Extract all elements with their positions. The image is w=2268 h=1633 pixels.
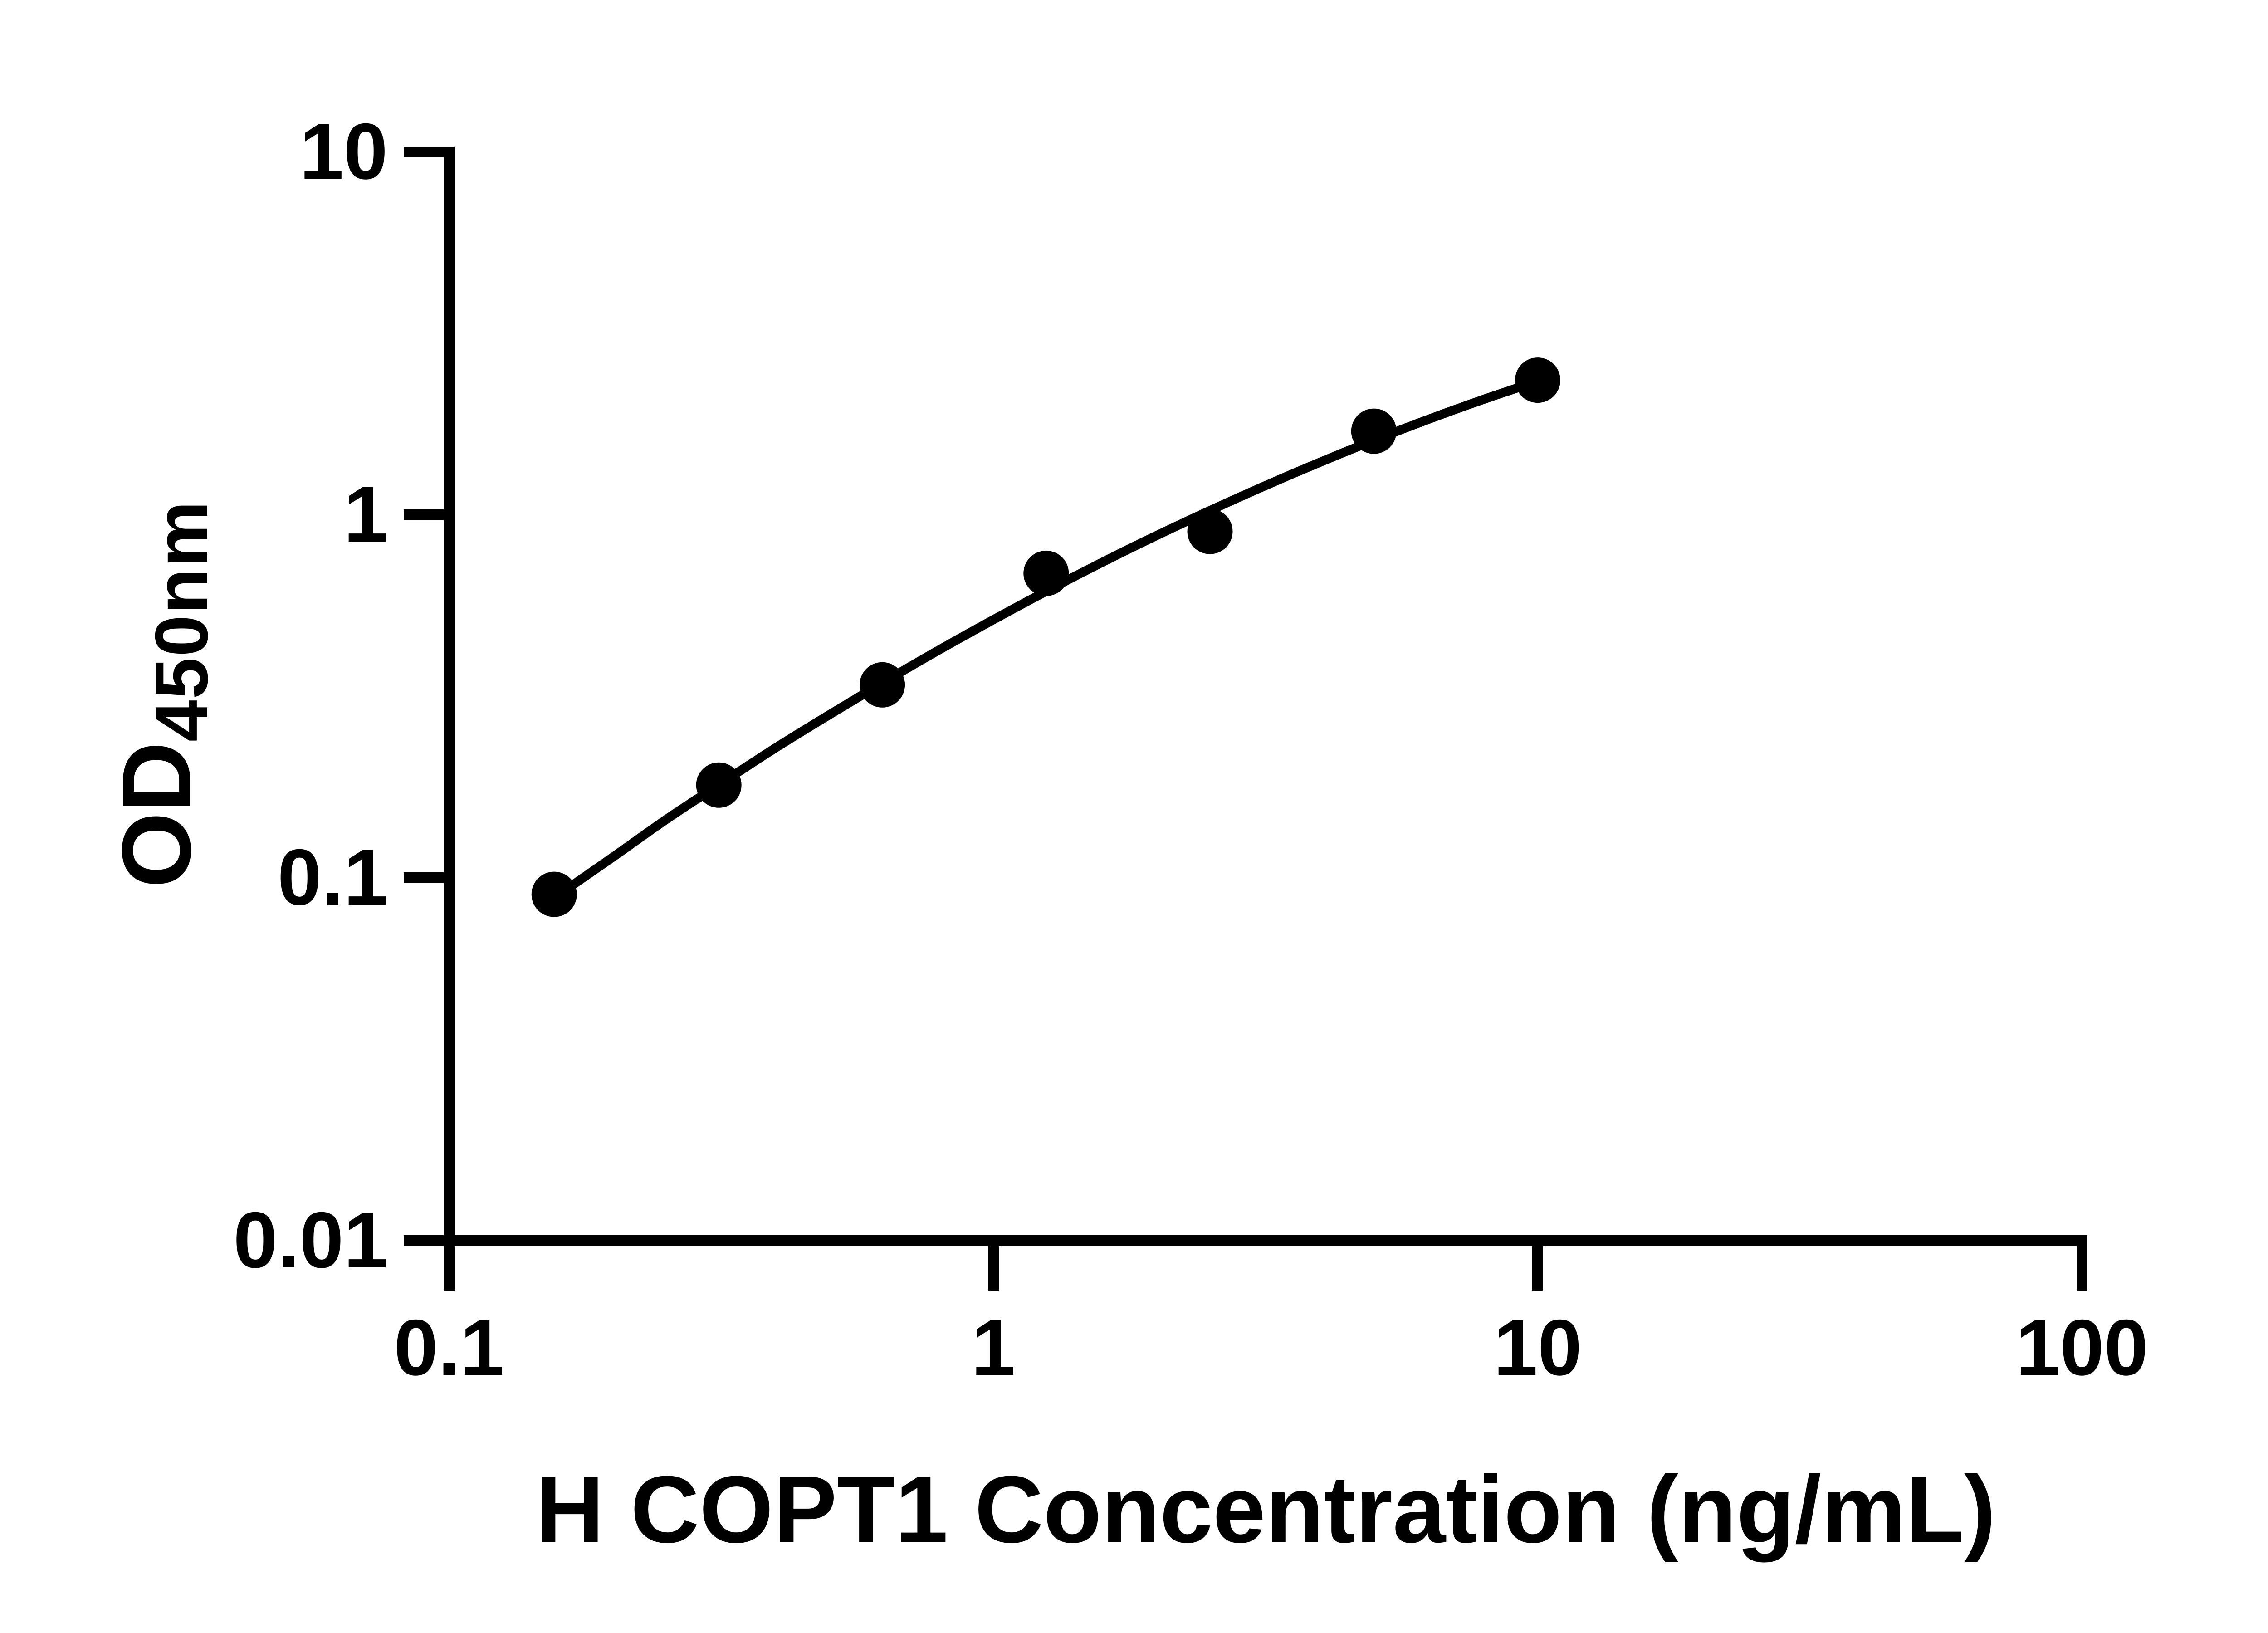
data-point-4 — [1023, 550, 1069, 596]
y-tick-label-0.1: 0.1 — [277, 833, 388, 922]
y-tick-label-0.01: 0.01 — [233, 1196, 388, 1285]
x-tick-label-0.1: 0.1 — [394, 1304, 504, 1392]
x-axis-title: H COPT1 Concentration (ng/mL) — [535, 1456, 1996, 1563]
x-tick-label-10: 10 — [1493, 1304, 1582, 1392]
y-axis-title-main: OD — [102, 742, 211, 888]
data-point-5 — [1187, 508, 1233, 554]
y-tick-label-10: 10 — [299, 108, 388, 196]
y-axis-title: OD450nm — [100, 500, 223, 888]
data-point-1 — [531, 871, 577, 917]
data-point-2 — [696, 762, 742, 808]
fit-curve — [549, 376, 1542, 903]
data-point-7 — [1515, 357, 1560, 403]
x-tick-label-100: 100 — [2016, 1304, 2148, 1392]
data-point-6 — [1351, 408, 1397, 454]
y-axis-title-subscript: 450nm — [140, 500, 223, 742]
x-tick-label-1: 1 — [971, 1304, 1016, 1392]
y-tick-label-1: 1 — [343, 470, 388, 559]
data-point-3 — [860, 662, 905, 708]
